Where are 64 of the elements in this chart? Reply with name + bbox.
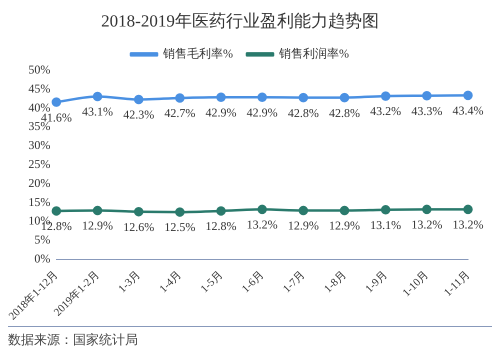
data-label: 42.7% — [164, 106, 196, 120]
point — [298, 206, 308, 216]
point — [216, 206, 226, 216]
x-tick-label: 1-5月 — [198, 268, 226, 296]
point — [463, 204, 473, 214]
data-label: 12.9% — [329, 218, 360, 233]
data-label: 43.2% — [370, 104, 402, 118]
y-tick-label: 5% — [34, 232, 50, 247]
x-tick-label: 1-10月 — [400, 268, 431, 300]
point — [175, 93, 185, 103]
data-label: 12.9% — [288, 218, 319, 233]
legend-label: 销售利润率% — [278, 46, 349, 61]
data-label: 42.9% — [246, 105, 278, 120]
x-tick-label: 1-7月 — [280, 268, 308, 296]
x-tick-label: 1-11月 — [442, 268, 472, 299]
legend-label: 销售毛利率% — [162, 46, 234, 61]
y-tick-label: 0% — [34, 251, 50, 266]
x-tick-label: 1-3月 — [116, 268, 143, 296]
data-label: 13.2% — [246, 218, 278, 232]
point — [463, 90, 473, 100]
point — [340, 92, 350, 102]
point — [257, 204, 267, 214]
y-tick-label: 15% — [28, 194, 50, 209]
y-tick-label: 30% — [28, 138, 50, 152]
point — [298, 92, 308, 102]
data-label: 13.2% — [411, 218, 442, 232]
point — [92, 206, 102, 216]
point — [134, 94, 144, 104]
y-tick-label: 20% — [28, 176, 50, 190]
data-label: 42.9% — [206, 105, 237, 120]
source-note: 数据来源：国家统计局 — [8, 331, 139, 349]
point — [422, 204, 432, 214]
data-label: 42.3% — [123, 108, 154, 122]
data-label: 43.1% — [82, 104, 114, 119]
data-label: 12.9% — [82, 218, 114, 233]
x-tick-label: 1-8月 — [322, 268, 349, 296]
data-label: 42.8% — [288, 106, 319, 120]
point — [134, 206, 144, 216]
chart-title: 2018-2019年医药行业盈利能力趋势图 — [101, 12, 379, 31]
point — [216, 92, 226, 102]
point — [340, 206, 350, 216]
data-label: 13.2% — [452, 218, 484, 232]
point — [380, 91, 390, 101]
data-label: 12.5% — [164, 220, 196, 234]
point — [380, 205, 390, 215]
data-label: 43.4% — [452, 103, 484, 118]
y-tick-label: 45% — [28, 81, 50, 96]
y-tick-label: 25% — [28, 157, 50, 172]
y-tick-label: 40% — [28, 100, 50, 114]
data-label: 12.6% — [123, 220, 154, 234]
data-label: 43.3% — [411, 104, 442, 118]
x-tick-label: 1-9月 — [363, 268, 390, 296]
data-label: 42.8% — [329, 106, 360, 120]
point — [175, 207, 185, 217]
point — [52, 97, 62, 107]
point — [422, 90, 432, 100]
point — [92, 92, 102, 102]
point — [257, 92, 267, 102]
y-tick-label: 50% — [28, 62, 50, 77]
point — [52, 206, 62, 216]
data-label: 13.1% — [370, 218, 402, 232]
x-tick-label: 1-4月 — [157, 268, 184, 296]
x-tick-label: 1-6月 — [240, 268, 266, 296]
data-label: 12.8% — [206, 219, 237, 234]
